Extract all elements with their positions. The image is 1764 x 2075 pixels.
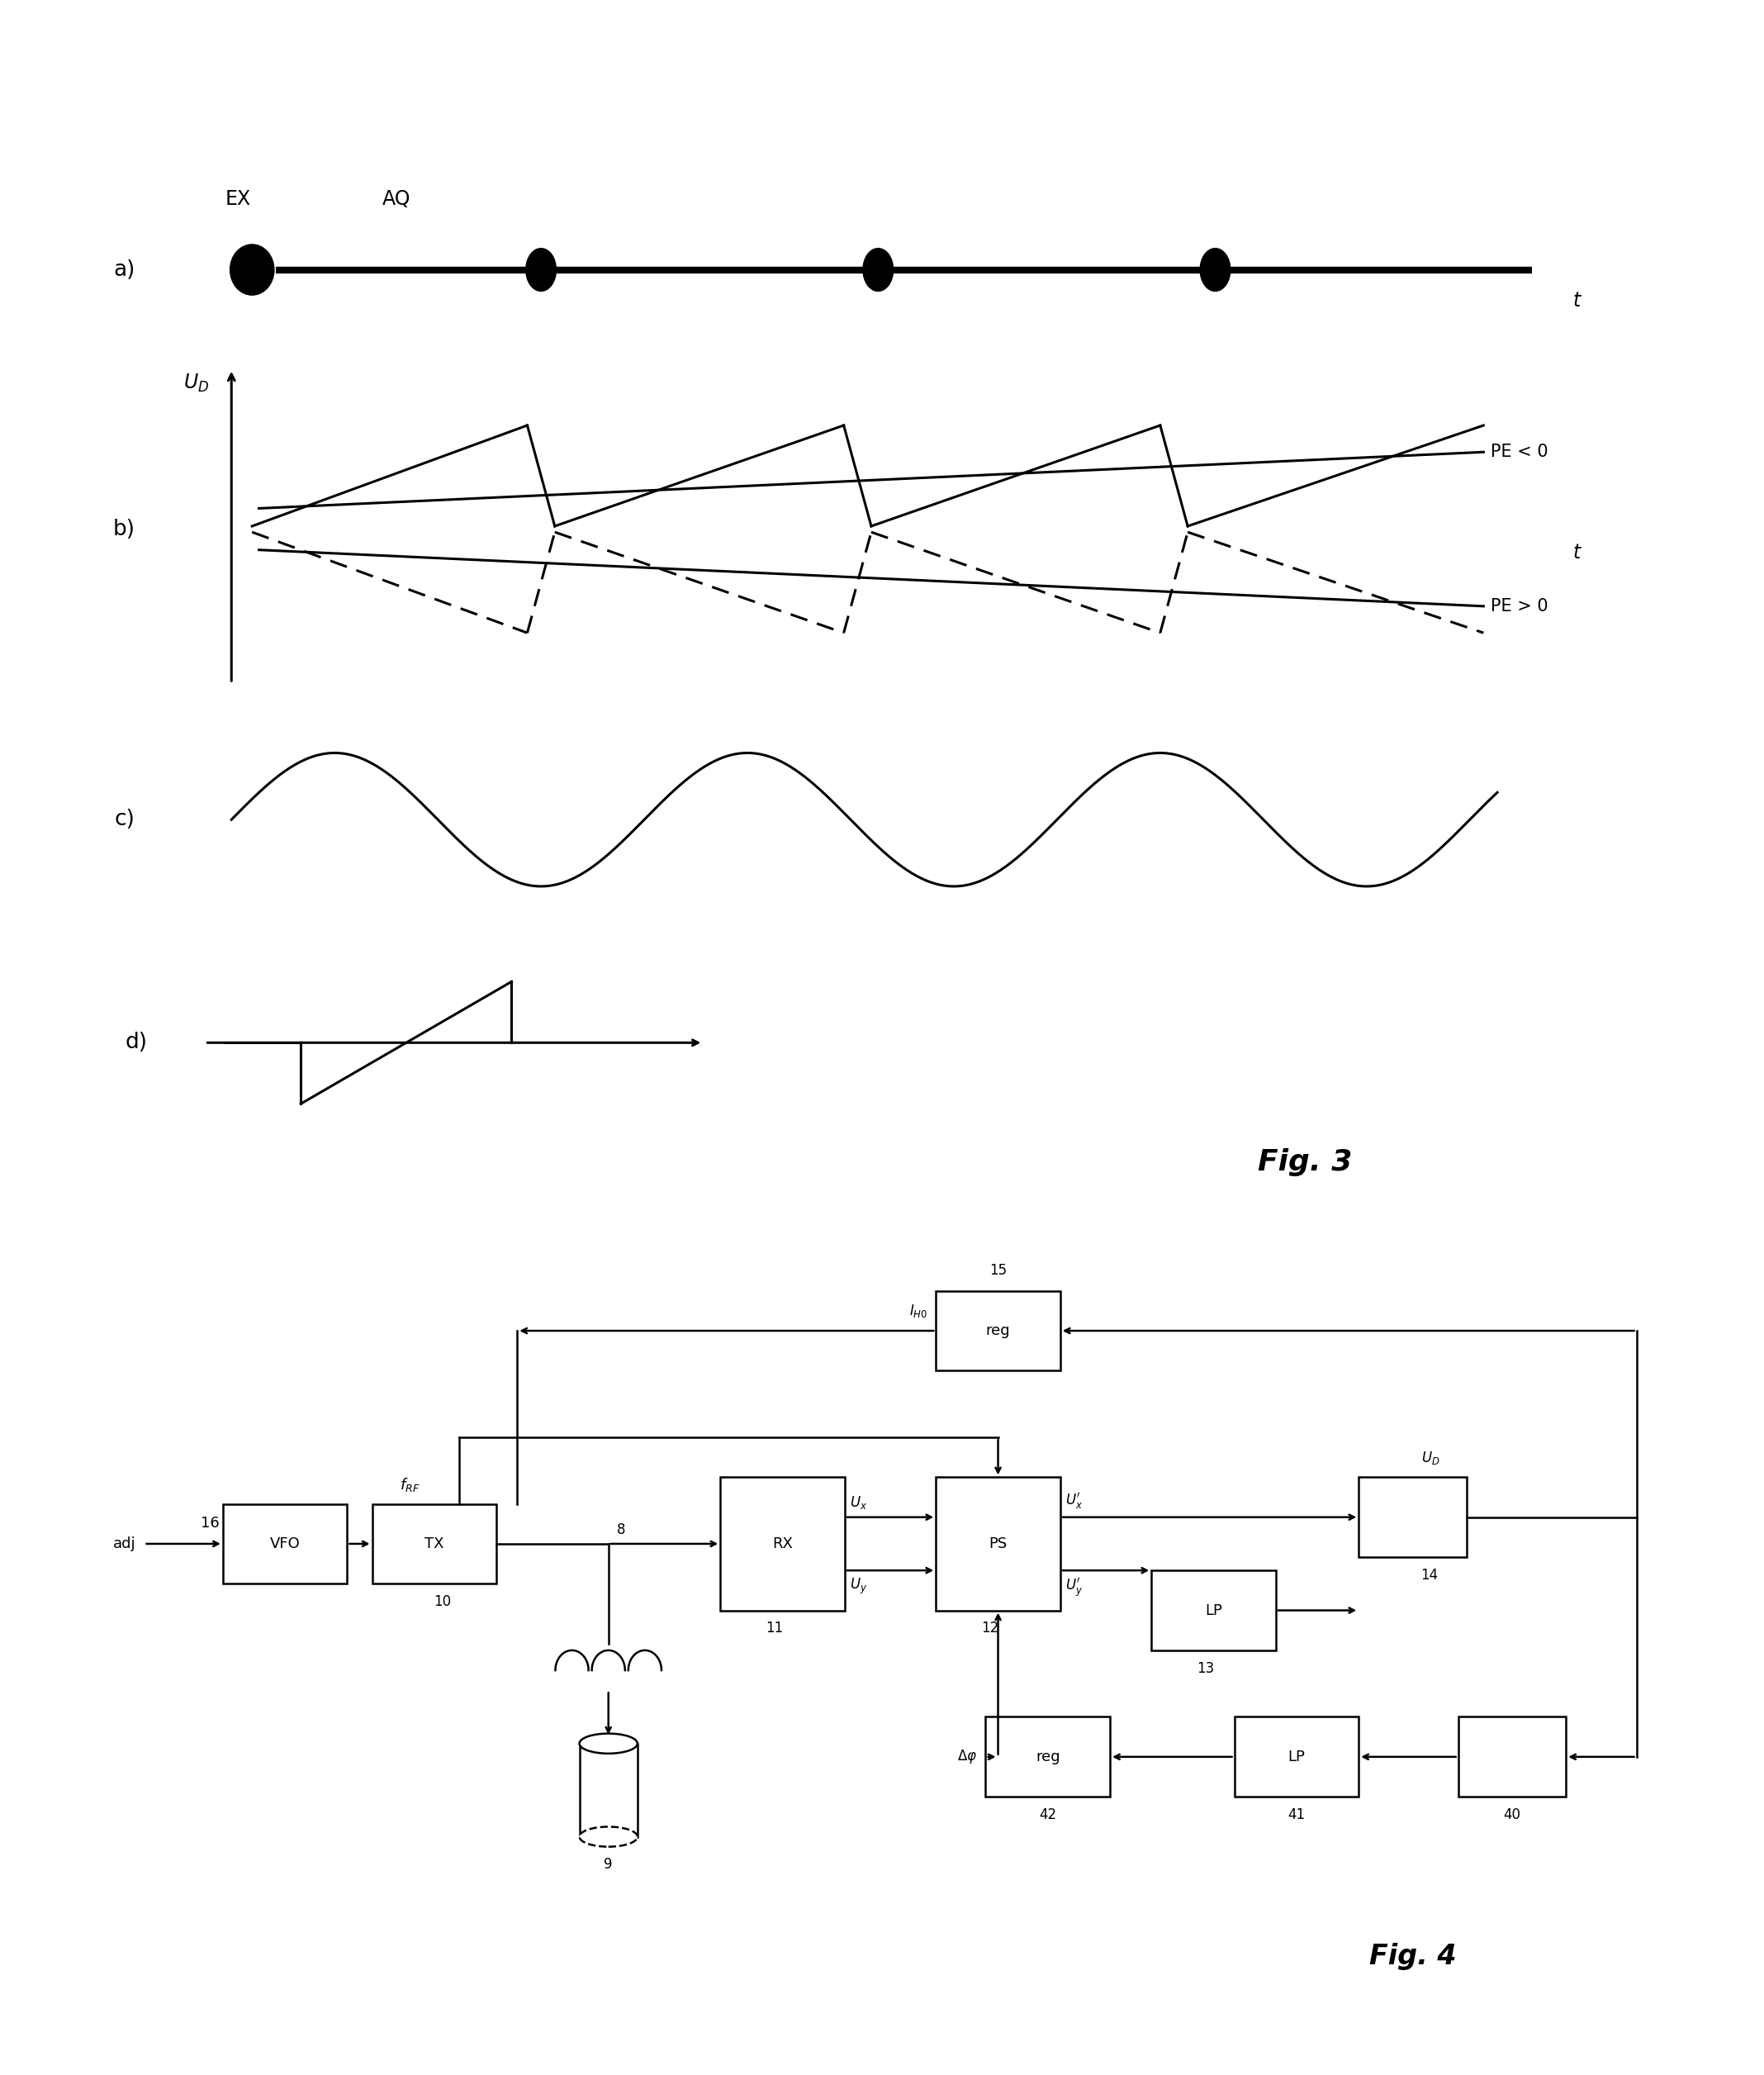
Text: LP: LP <box>1205 1604 1222 1619</box>
Text: LP: LP <box>1288 1749 1305 1764</box>
Text: 12: 12 <box>981 1621 998 1635</box>
Text: $U_D$: $U_D$ <box>1422 1450 1439 1467</box>
Ellipse shape <box>863 249 893 291</box>
Text: t: t <box>1573 544 1581 562</box>
Ellipse shape <box>229 245 273 295</box>
Text: Fig. 4: Fig. 4 <box>1369 1942 1457 1969</box>
Text: adj: adj <box>113 1536 136 1552</box>
Text: $U_x'$: $U_x'$ <box>1065 1490 1083 1511</box>
Text: RX: RX <box>773 1536 792 1552</box>
Text: 13: 13 <box>1196 1660 1214 1677</box>
Text: b): b) <box>113 519 136 540</box>
Bar <box>1235 1716 1358 1797</box>
Ellipse shape <box>579 1826 637 1847</box>
Ellipse shape <box>579 1733 637 1753</box>
Text: VFO: VFO <box>270 1536 300 1552</box>
Bar <box>1152 1571 1275 1650</box>
Text: 11: 11 <box>766 1621 783 1635</box>
Bar <box>372 1504 496 1583</box>
Text: $f_{RF}$: $f_{RF}$ <box>399 1475 420 1494</box>
Text: t: t <box>1573 290 1581 311</box>
Bar <box>579 1743 637 1836</box>
Text: $U_D$: $U_D$ <box>183 371 210 394</box>
Text: reg: reg <box>986 1324 1011 1338</box>
Text: 10: 10 <box>434 1594 452 1610</box>
Ellipse shape <box>1200 249 1230 291</box>
Text: c): c) <box>115 809 136 830</box>
Text: 9: 9 <box>603 1857 612 1872</box>
Bar <box>986 1716 1110 1797</box>
Ellipse shape <box>526 249 556 291</box>
Text: AQ: AQ <box>383 189 411 210</box>
Text: a): a) <box>113 259 136 280</box>
Text: PS: PS <box>990 1536 1007 1552</box>
Text: 41: 41 <box>1288 1807 1305 1822</box>
Text: reg: reg <box>1035 1749 1060 1764</box>
Text: $\Delta\varphi$: $\Delta\varphi$ <box>958 1747 977 1766</box>
Text: PE < 0: PE < 0 <box>1491 444 1547 461</box>
Text: PE > 0: PE > 0 <box>1491 598 1547 614</box>
Text: $U_y'$: $U_y'$ <box>1065 1577 1083 1600</box>
Bar <box>937 1477 1060 1610</box>
Text: 15: 15 <box>990 1264 1007 1278</box>
Bar <box>937 1291 1060 1372</box>
Text: 8: 8 <box>617 1523 626 1538</box>
Bar <box>1358 1477 1466 1556</box>
Text: 42: 42 <box>1039 1807 1057 1822</box>
Text: $I_{H0}$: $I_{H0}$ <box>908 1303 928 1320</box>
Text: Fig. 3: Fig. 3 <box>1258 1147 1353 1177</box>
Text: TX: TX <box>425 1536 445 1552</box>
Text: 14: 14 <box>1422 1569 1438 1583</box>
Text: $U_y$: $U_y$ <box>850 1577 868 1596</box>
Bar <box>720 1477 845 1610</box>
Text: 16: 16 <box>201 1515 220 1531</box>
Text: d): d) <box>125 1031 148 1054</box>
Text: EX: EX <box>226 189 250 210</box>
Bar <box>222 1504 348 1583</box>
Bar <box>1459 1716 1566 1797</box>
Text: $U_x$: $U_x$ <box>850 1494 868 1511</box>
Text: 40: 40 <box>1503 1807 1521 1822</box>
